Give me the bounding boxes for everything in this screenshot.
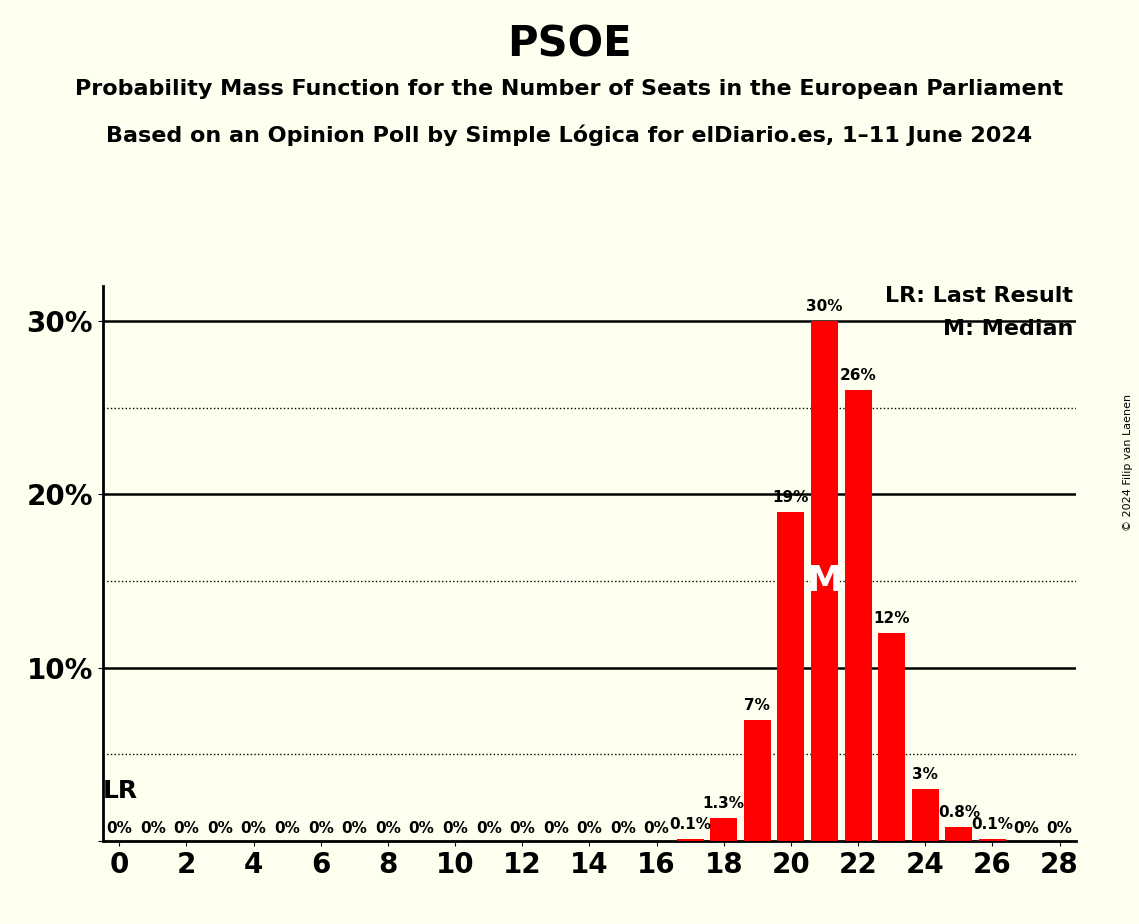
Text: 0.1%: 0.1% [972, 817, 1014, 833]
Text: Based on an Opinion Poll by Simple Lógica for elDiario.es, 1–11 June 2024: Based on an Opinion Poll by Simple Lógic… [106, 125, 1033, 146]
Text: 0%: 0% [409, 821, 434, 835]
Bar [978, 839, 1006, 841]
Bar [677, 839, 704, 841]
Text: 0%: 0% [476, 821, 501, 835]
Text: 0%: 0% [207, 821, 233, 835]
Text: PSOE: PSOE [507, 23, 632, 65]
Text: 0.8%: 0.8% [937, 805, 980, 821]
Text: 0%: 0% [274, 821, 301, 835]
Text: M: Median: M: Median [943, 320, 1073, 339]
Text: 0%: 0% [611, 821, 636, 835]
Bar [811, 322, 838, 841]
Text: 0%: 0% [240, 821, 267, 835]
Bar [744, 720, 771, 841]
Text: 30%: 30% [806, 299, 843, 314]
Text: 0%: 0% [342, 821, 367, 835]
Text: 7%: 7% [745, 698, 770, 712]
Text: 0%: 0% [375, 821, 401, 835]
Text: 1.3%: 1.3% [703, 796, 745, 811]
Text: 0%: 0% [644, 821, 670, 835]
Text: 0%: 0% [173, 821, 199, 835]
Text: 0.1%: 0.1% [670, 817, 711, 833]
Text: 0%: 0% [576, 821, 603, 835]
Text: 0%: 0% [1013, 821, 1039, 835]
Bar [945, 827, 973, 841]
Text: 0%: 0% [140, 821, 166, 835]
Text: 0%: 0% [308, 821, 334, 835]
Bar [778, 512, 804, 841]
Text: 12%: 12% [874, 611, 910, 626]
Text: LR: LR [103, 779, 138, 803]
Text: 26%: 26% [839, 369, 876, 383]
Bar [711, 819, 737, 841]
Bar [912, 789, 939, 841]
Text: © 2024 Filip van Laenen: © 2024 Filip van Laenen [1123, 394, 1133, 530]
Bar [845, 390, 871, 841]
Text: M: M [806, 564, 843, 598]
Text: 0%: 0% [442, 821, 468, 835]
Text: 0%: 0% [509, 821, 535, 835]
Text: LR: Last Result: LR: Last Result [885, 286, 1073, 307]
Text: 19%: 19% [772, 490, 809, 505]
Text: 0%: 0% [1047, 821, 1073, 835]
Text: 0%: 0% [543, 821, 568, 835]
Text: 0%: 0% [106, 821, 132, 835]
Bar [878, 633, 906, 841]
Text: Probability Mass Function for the Number of Seats in the European Parliament: Probability Mass Function for the Number… [75, 79, 1064, 99]
Text: 3%: 3% [912, 767, 939, 782]
